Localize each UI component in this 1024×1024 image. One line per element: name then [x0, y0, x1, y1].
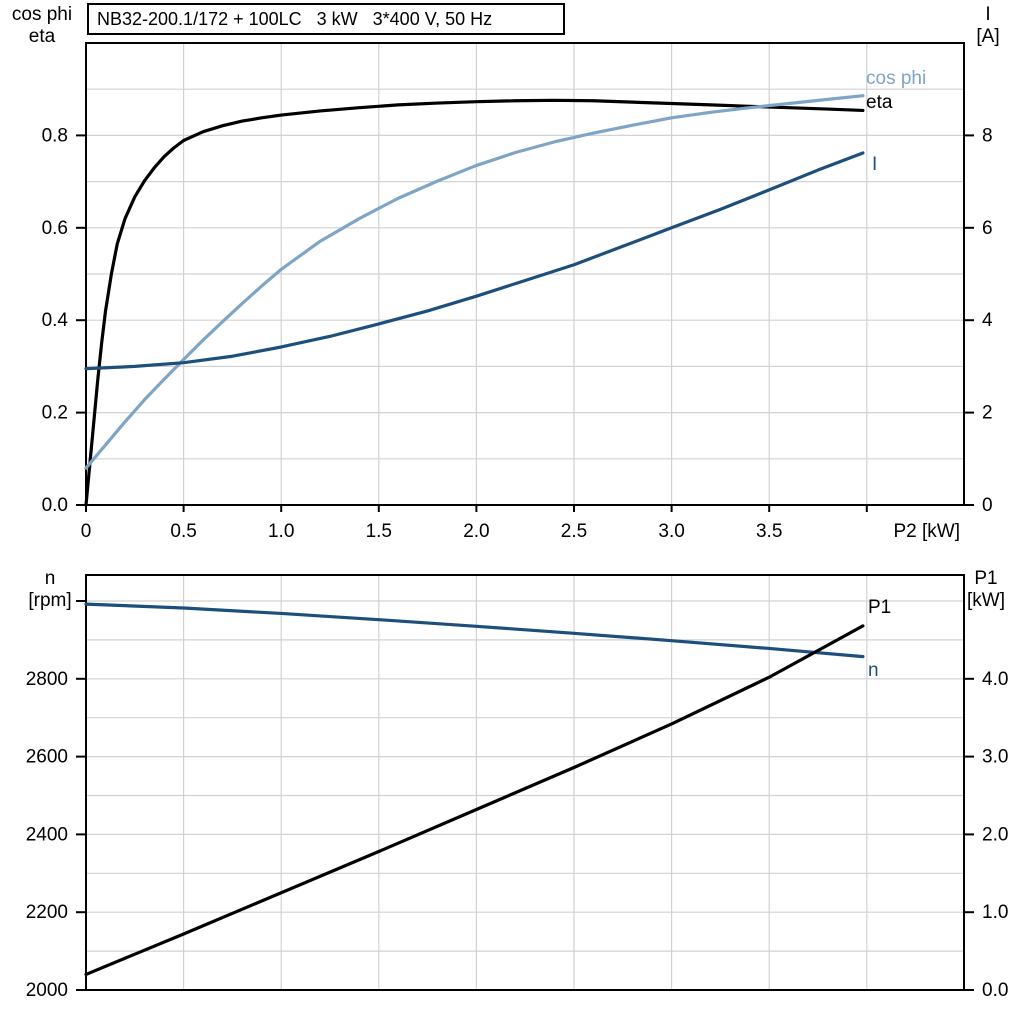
- plot-border: [85, 574, 965, 991]
- right-axis-title: [A]: [976, 26, 999, 47]
- right-axis-tick-label: 3.0: [982, 747, 1008, 768]
- right-axis-tick-label: 0.0: [982, 980, 1008, 1001]
- left-axis-tick-label: 0.8: [42, 125, 68, 146]
- right-axis-tick-label: 8: [982, 125, 993, 146]
- x-axis-tick-label: 2.5: [561, 521, 587, 542]
- left-axis-title: cos phi: [12, 4, 72, 25]
- right-axis-tick-label: 0: [982, 495, 993, 516]
- x-axis-tick-label: 3.0: [658, 521, 684, 542]
- x-axis-tick-label: 0: [81, 521, 92, 542]
- chart-title-box: NB32-200.1/172 + 100LC 3 kW 3*400 V, 50 …: [87, 3, 565, 35]
- left-axis-tick-label: 0.6: [42, 218, 68, 239]
- x-axis-tick-label: 2.0: [463, 521, 489, 542]
- chart-title-text: NB32-200.1/172 + 100LC 3 kW 3*400 V, 50 …: [97, 8, 493, 29]
- n-curve-label: n: [868, 660, 879, 681]
- right-axis-title: [kW]: [967, 590, 1005, 611]
- x-axis-title: P2 [kW]: [893, 521, 960, 542]
- x-axis-tick-label: 3.5: [756, 521, 782, 542]
- P1-curve: [84, 624, 865, 977]
- n-curve: [84, 602, 865, 659]
- left-axis-tick-label: 0.0: [42, 495, 68, 516]
- left-axis-title: n: [45, 568, 56, 589]
- I-curve: [84, 151, 865, 371]
- left-axis-tick-label: 2400: [26, 824, 68, 845]
- right-axis-tick-label: 2.0: [982, 824, 1008, 845]
- left-axis-title: eta: [29, 26, 56, 47]
- x-axis-tick-label: 0.5: [170, 521, 196, 542]
- right-axis-tick-label: 4.0: [982, 669, 1008, 690]
- right-axis-tick-label: 1.0: [982, 902, 1008, 923]
- x-axis-tick-label: 1.0: [268, 521, 294, 542]
- plot-border: [85, 42, 965, 506]
- right-axis-tick-label: 2: [982, 403, 993, 424]
- x-axis-tick-label: 1.5: [366, 521, 392, 542]
- right-axis-title: I: [985, 4, 990, 25]
- left-axis-tick-label: 2800: [26, 669, 68, 690]
- right-axis-tick-label: 6: [982, 218, 993, 239]
- left-axis-tick-label: 2200: [26, 902, 68, 923]
- left-axis-title: [rpm]: [28, 590, 71, 611]
- left-axis-tick-label: 0.4: [42, 310, 69, 331]
- left-axis-tick-label: 2600: [26, 747, 68, 768]
- cos-phi-curve: [84, 94, 865, 470]
- right-axis-title: P1: [974, 568, 997, 589]
- P1-curve-label: P1: [868, 597, 891, 618]
- I-curve-label: I: [872, 154, 877, 175]
- eta-curve: [84, 98, 865, 507]
- left-axis-tick-label: 2000: [26, 980, 68, 1001]
- right-axis-tick-label: 4: [982, 310, 993, 331]
- cos-phi-curve-label: cos phi: [866, 68, 926, 89]
- left-axis-tick-label: 0.2: [42, 403, 68, 424]
- eta-curve-label: eta: [866, 92, 893, 113]
